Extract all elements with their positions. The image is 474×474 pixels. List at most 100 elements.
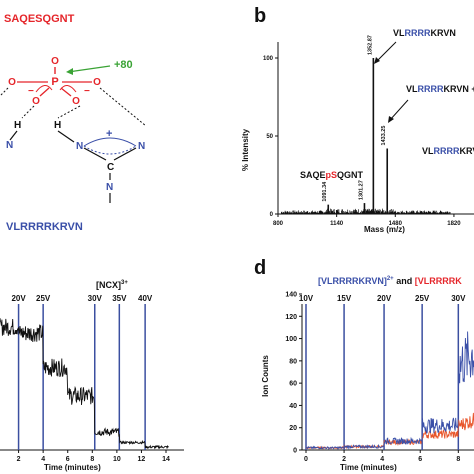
d-ytick-label: 60 (289, 381, 297, 388)
b-peak-label: 1352.87 (367, 35, 373, 55)
atom-n-mid: N (76, 141, 83, 152)
d-voltage-label: 25V (415, 294, 430, 303)
d-ytick-label: 0 (293, 448, 297, 455)
b-ticks: 800 1140 1480 1820 0 50 100 (263, 56, 461, 227)
d-title: [VLRRRRKRVN]2+ and [VLRRRRK (318, 276, 462, 286)
d-ytick-label: 100 (285, 336, 297, 343)
d-ytick-label: 80 (289, 358, 297, 365)
vl1-arrow (375, 41, 397, 63)
c-xtick-label: 14 (162, 456, 170, 463)
c-xtick-label: 8 (90, 456, 94, 463)
d-ytick-label: 40 (289, 403, 297, 410)
hbond-left-1 (21, 105, 35, 119)
d-trace-blue (305, 331, 474, 451)
b-annot-vl1: VLRRRRKRVN (374, 28, 456, 64)
panel-c: [NCX]3+ 20V 25V 30V 35V 40V 2 4 6 8 10 12 14 Time … (0, 280, 184, 472)
peptide-top-label: SAQESQGNT (4, 13, 75, 25)
hbond-left-2 (0, 87, 9, 97)
b-annot-vl3: VLRRRRKRVN (422, 146, 474, 156)
atom-o-right: O (93, 77, 101, 88)
c-voltage-label: 25V (36, 294, 51, 303)
panel-d-letter: d (254, 257, 266, 279)
b-ylabel: % Intensity (241, 128, 250, 171)
atom-c: C (107, 162, 114, 173)
c-xtick-label: 2 (17, 456, 21, 463)
c-voltage-label: 20V (11, 294, 26, 303)
b-xtick-label: 1140 (330, 221, 344, 227)
d-ylabel: Ion Counts (261, 355, 270, 397)
b-peaks: 1091.34 1301.27 1352.87 1433.25 (322, 35, 389, 214)
d-ytick-label: 140 (285, 292, 297, 299)
c-voltage-label: 35V (112, 294, 127, 303)
c-voltage-markers: 20V 25V 30V 35V 40V (11, 294, 153, 450)
b-ytick-label: 0 (270, 212, 274, 218)
d-voltage-label: 30V (451, 294, 466, 303)
c-xlabel: Time (minutes) (44, 463, 101, 472)
panel-b: b 800 1140 1480 1820 0 50 100 1091.34 1301.27 13… (241, 5, 474, 234)
atom-p: P (51, 76, 58, 88)
d-voltage-label: 20V (377, 294, 392, 303)
atom-n-left: N (6, 140, 13, 151)
resonance-arc-lower (83, 145, 137, 155)
vl2-arrow (389, 99, 409, 121)
b-annot-vl2: VLRRRRKRVN + (388, 84, 474, 123)
d-xtick-label: 8 (456, 456, 460, 463)
panel-d: d [VLRRRRKRVN]2+ and [VLRRRRK 10V 15V 20V 2… (254, 257, 474, 472)
resonance-arc (83, 137, 137, 147)
charge-minus-right: − (84, 86, 90, 97)
charge-minus-left: − (28, 86, 34, 97)
b-ytick-label: 50 (266, 134, 273, 140)
b-xtick-label: 1480 (389, 221, 403, 227)
c-xtick-label: 6 (66, 456, 70, 463)
b-annot-sa: SAQEpSQGNT (300, 170, 364, 180)
peptide-bottom-label: VLRRRRKRVN (6, 221, 83, 233)
panel-b-letter: b (254, 5, 266, 27)
b-peak-label: 1301.27 (358, 180, 364, 200)
d-xlabel: Time (minutes) (340, 463, 397, 472)
arrow-arc-right (59, 85, 77, 93)
d-voltage-markers: 10V 15V 20V 25V 30V (299, 294, 466, 450)
atom-h-left: H (14, 120, 21, 131)
d-voltage-label: 10V (299, 294, 314, 303)
atom-o-bottom-left: O (32, 96, 40, 107)
c-xtick-label: 10 (113, 456, 121, 463)
guanidinium-plus: + (106, 128, 112, 140)
vl3-text: VLRRRRKRVN (422, 146, 474, 156)
b-xtick-label: 800 (273, 221, 284, 227)
c-ticks: 2 4 6 8 10 12 14 (17, 450, 170, 463)
c-xtick-label: 12 (138, 456, 146, 463)
c-voltage-label: 30V (88, 294, 103, 303)
atom-h-mid: H (54, 120, 61, 131)
d-voltage-label: 15V (337, 294, 352, 303)
sa-text: SAQEpSQGNT (300, 170, 364, 180)
arrow-arc-left (35, 85, 53, 93)
atom-n-bottom: N (106, 182, 113, 193)
d-ytick-label: 120 (285, 314, 297, 321)
b-xlabel: Mass (m/z) (364, 225, 405, 234)
shift-arrow (67, 65, 111, 73)
panel-a: SAQESQGNT O P O O O O − − +80 H H N N N … (0, 13, 147, 233)
c-title: [NCX]3+ (96, 280, 128, 290)
bond-o-br (60, 87, 72, 97)
vl1-text: VLRRRRKRVN (393, 28, 456, 38)
b-ytick-label: 100 (263, 56, 274, 62)
d-ytick-label: 20 (289, 425, 297, 432)
atom-o-left: O (8, 77, 16, 88)
d-xtick-label: 0 (304, 456, 308, 463)
mass-shift-label: +80 (114, 59, 133, 71)
atom-o-bottom-right: O (72, 96, 80, 107)
vl2-text: VLRRRRKRVN + (406, 84, 474, 94)
b-peak-label: 1091.34 (322, 181, 328, 202)
atom-n-right: N (138, 141, 145, 152)
c-trace (0, 318, 169, 450)
d-trace-orange (305, 412, 474, 450)
b-peak-label: 1433.25 (381, 126, 387, 146)
d-xtick-label: 6 (418, 456, 422, 463)
shift-arrowhead (66, 68, 73, 75)
b-spectrum-baseline (281, 208, 451, 214)
d-xtick-label: 2 (342, 456, 346, 463)
atom-o-top: O (51, 56, 59, 67)
d-xtick-label: 4 (380, 456, 384, 463)
